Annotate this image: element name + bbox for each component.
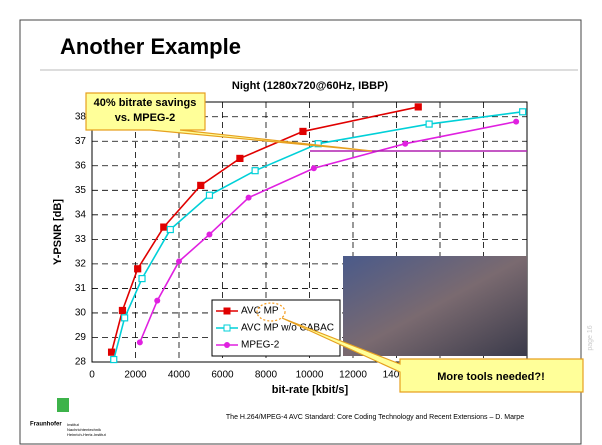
data-point (513, 119, 519, 125)
y-tick-label: 32 (75, 259, 87, 270)
x-tick-label: 8000 (255, 370, 278, 381)
data-point (520, 109, 526, 115)
y-tick-label: 31 (75, 283, 87, 294)
callout-text: vs. MPEG-2 (115, 112, 176, 124)
chart-title: Night (1280x720@60Hz, IBBP) (232, 80, 389, 92)
data-point (167, 227, 173, 233)
logo-mark (57, 398, 69, 412)
data-point (154, 298, 160, 304)
data-point (111, 357, 117, 363)
data-point (415, 104, 421, 110)
data-point (402, 141, 408, 147)
logo-text: Heinrich-Hertz-Institut (67, 432, 107, 437)
y-tick-label: 36 (75, 160, 87, 171)
legend-marker (224, 308, 230, 314)
data-point (246, 195, 252, 201)
data-point (206, 231, 212, 237)
logo-text: Fraunhofer (30, 422, 62, 428)
data-point (252, 168, 258, 174)
data-point (237, 155, 243, 161)
data-point (426, 121, 432, 127)
callout-text: 40% bitrate savings (94, 97, 197, 109)
legend-label: AVC MP (241, 306, 279, 317)
data-point (135, 266, 141, 272)
data-point (300, 128, 306, 134)
data-point (161, 224, 167, 230)
data-point (119, 307, 125, 313)
y-axis-label: Y-PSNR [dB] (52, 199, 64, 265)
page-number: page 16 (587, 325, 594, 350)
y-tick-label: 38 (75, 111, 87, 122)
x-tick-label: 12000 (339, 370, 367, 381)
data-point (311, 165, 317, 171)
data-point (139, 276, 145, 282)
data-point (176, 258, 182, 264)
y-tick-label: 33 (75, 234, 87, 245)
y-tick-label: 28 (75, 357, 87, 368)
callout-text: More tools needed?! (437, 371, 545, 383)
data-point (137, 339, 143, 345)
legend-marker (224, 325, 230, 331)
y-tick-label: 30 (75, 308, 87, 319)
y-tick-label: 29 (75, 332, 87, 343)
x-tick-label: 10000 (296, 370, 324, 381)
y-tick-label: 34 (75, 209, 87, 220)
data-point (109, 349, 115, 355)
legend-label: AVC MP w/o CABAC (241, 323, 334, 334)
data-point (206, 192, 212, 198)
slide: Another Example Night (1280x720@60Hz, IB… (0, 0, 602, 445)
x-axis-label: bit-rate [kbit/s] (272, 384, 349, 396)
data-point (122, 315, 128, 321)
footer: The H.264/MPEG-4 AVC Standard: Core Codi… (226, 414, 524, 421)
x-tick-label: 0 (89, 370, 95, 381)
y-tick-label: 37 (75, 136, 87, 147)
data-point (198, 182, 204, 188)
legend-label: MPEG-2 (241, 340, 280, 351)
photo (343, 256, 527, 356)
x-tick-label: 6000 (211, 370, 234, 381)
x-tick-label: 4000 (168, 370, 191, 381)
y-tick-label: 35 (75, 185, 87, 196)
x-tick-label: 2000 (124, 370, 147, 381)
legend-marker (224, 342, 230, 348)
slide-title: Another Example (60, 34, 241, 59)
